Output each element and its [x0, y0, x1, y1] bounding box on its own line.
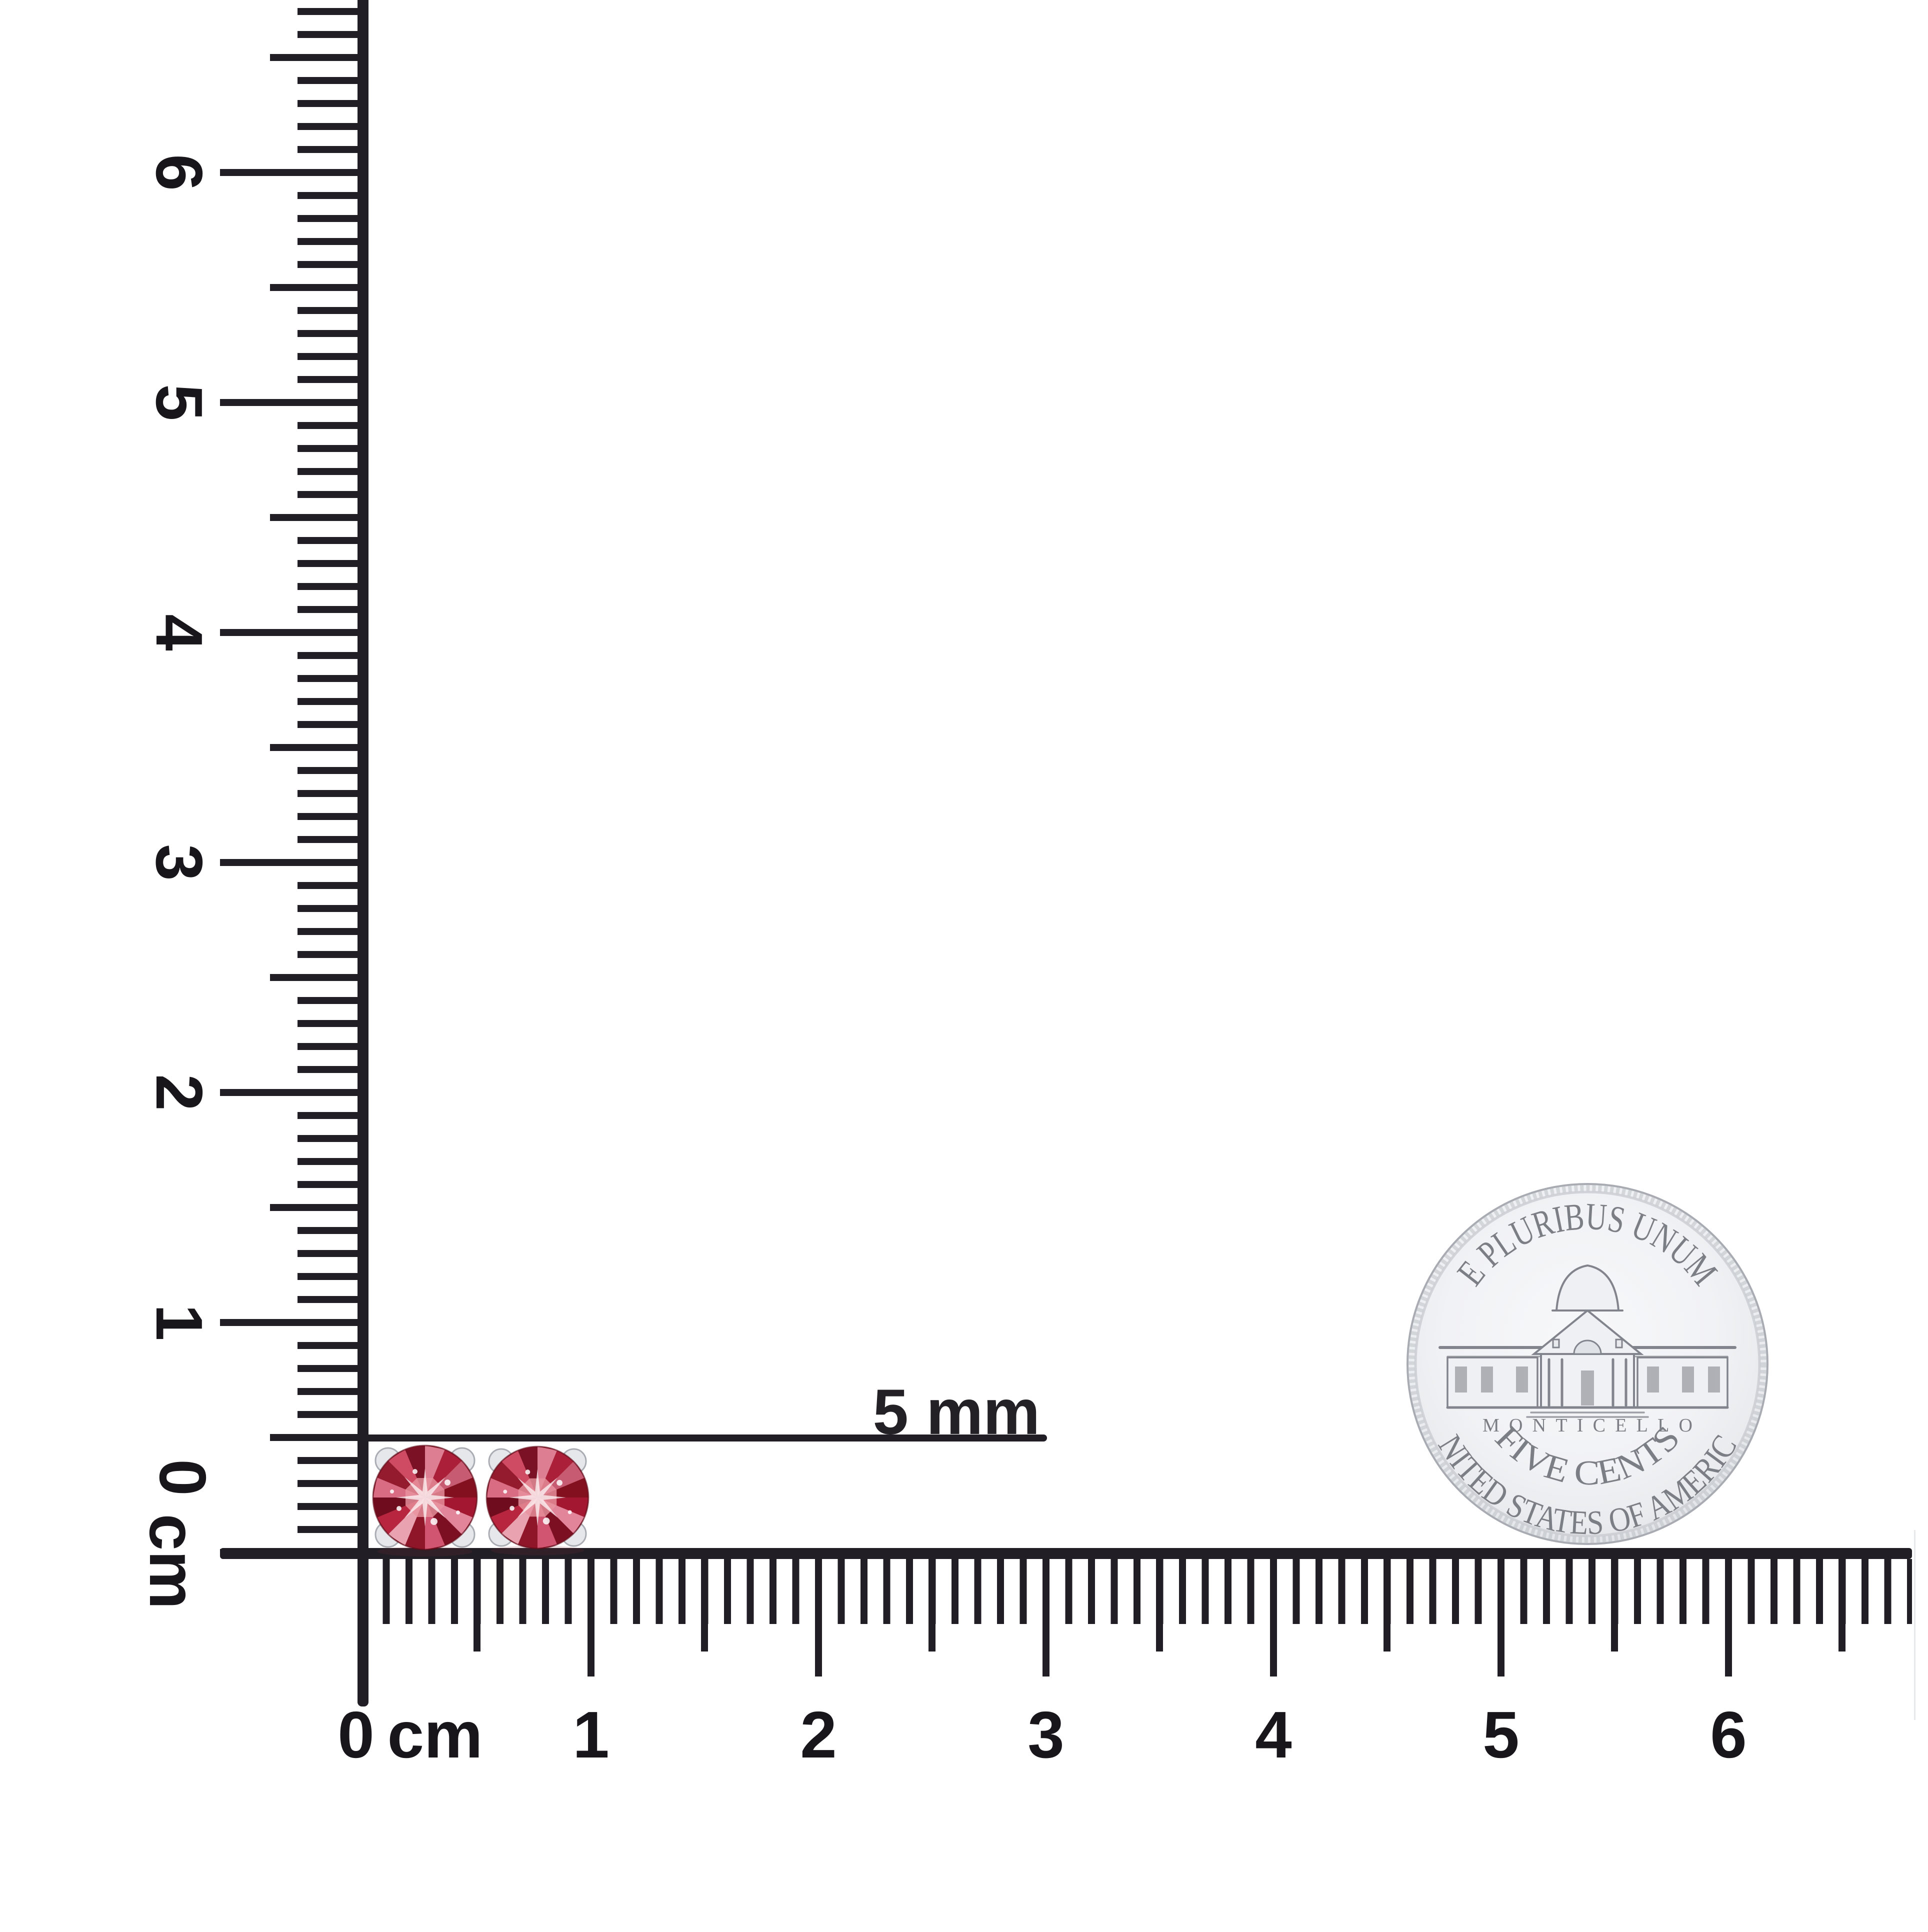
coin-denticles	[1408, 1184, 1767, 1544]
vertical-label-5: 5	[142, 384, 216, 421]
photo-seam-line	[1914, 1530, 1916, 1720]
horizontal-ruler-bar	[220, 1548, 1912, 1559]
vertical-label-6: 6	[142, 154, 216, 191]
vertical-ruler-bar	[358, 0, 368, 1706]
wing-windows	[1455, 1366, 1720, 1392]
vertical-unit-label: cm	[136, 1514, 210, 1610]
horizontal-ruler-cm-ticks	[588, 1559, 1732, 1676]
vertical-label-4: 4	[142, 614, 216, 651]
portico-door	[1581, 1370, 1594, 1406]
earring-right	[486, 1446, 590, 1556]
horizontal-unit-label: cm	[387, 1698, 483, 1772]
dome	[1555, 1264, 1620, 1312]
horizontal-label-6: 6	[1710, 1698, 1747, 1772]
horizontal-label-1: 1	[572, 1698, 610, 1772]
monticello-building	[1438, 1264, 1736, 1418]
earrings-image	[372, 1444, 590, 1558]
vertical-label-3: 3	[142, 844, 216, 881]
portico-columns	[1548, 1358, 1628, 1407]
vertical-label-2: 2	[142, 1074, 216, 1111]
vertical-label-1: 1	[142, 1304, 216, 1341]
vertical-label-0: 0	[146, 1459, 220, 1496]
horizontal-label-0: 0	[338, 1698, 374, 1772]
horizontal-label-2: 2	[800, 1698, 837, 1772]
horizontal-label-5: 5	[1482, 1698, 1520, 1772]
measure-line-5mm	[363, 1434, 1047, 1442]
measure-label: 5 mm	[872, 1376, 1040, 1448]
building-steps	[1526, 1412, 1649, 1418]
nickel-coin: E PLURIBUS UNUM MONTICELLO FIVE CENTS UN…	[1405, 1182, 1768, 1545]
earring-left	[372, 1444, 478, 1558]
horizontal-label-3: 3	[1028, 1698, 1064, 1772]
coin-inner-rim	[1414, 1190, 1761, 1538]
pediment-arch-window	[1573, 1340, 1602, 1355]
horizontal-label-4: 4	[1255, 1698, 1292, 1772]
vertical-ruler-cm-ticks	[220, 169, 358, 1557]
